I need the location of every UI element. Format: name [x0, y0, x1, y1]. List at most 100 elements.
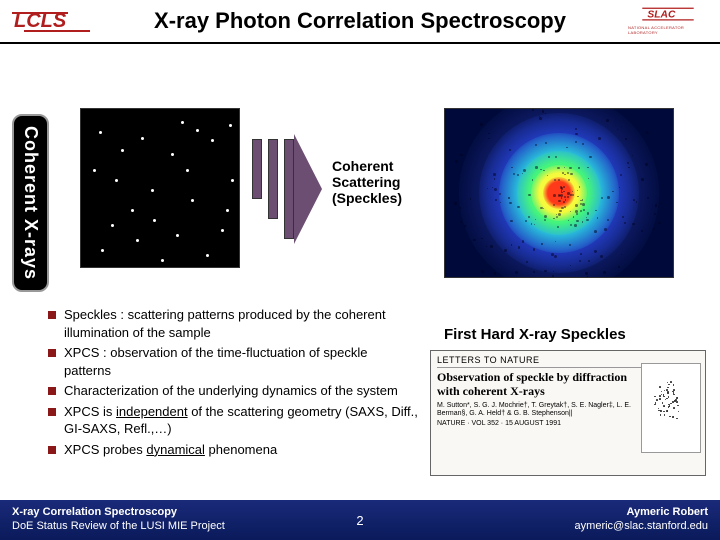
speckle-grain: [655, 204, 657, 206]
speckle-grain: [460, 221, 461, 222]
speckle-grain: [607, 196, 610, 199]
speckle-dot: [196, 129, 199, 132]
bullet-item: Speckles : scattering patterns produced …: [48, 306, 418, 341]
speckle-grain: [554, 255, 557, 258]
inset-point: [666, 398, 668, 400]
speckle-grain: [616, 202, 617, 203]
inset-point: [675, 399, 677, 401]
bullet-item: XPCS : observation of the time-fluctuati…: [48, 344, 418, 379]
speckle-grain: [553, 271, 554, 272]
speckle-grain: [490, 245, 493, 248]
arrow-bar: [268, 139, 278, 219]
inset-point: [676, 401, 678, 403]
speckle-sample-box: [80, 108, 240, 268]
inset-point: [676, 418, 678, 420]
nature-inset-graph: [641, 363, 701, 453]
speckle-grain: [622, 216, 624, 218]
first-hard-xray-title: First Hard X-ray Speckles: [444, 326, 626, 343]
speckle-grain: [493, 173, 495, 175]
speckle-grain: [481, 270, 484, 273]
speckle-dot: [191, 199, 194, 202]
speckle-grain: [633, 199, 635, 201]
footer-left-line1: X-ray Correlation Spectroscopy: [12, 506, 340, 520]
nature-article-title: Observation of speckle by diffraction wi…: [437, 371, 635, 399]
arrow-head-icon: [294, 134, 322, 244]
speckle-dot: [141, 137, 144, 140]
speckle-grain: [646, 131, 649, 134]
speckle-grain: [518, 246, 520, 248]
vertical-label-coherent: Coherent X-rays: [12, 114, 49, 292]
speckle-grain: [544, 215, 547, 218]
footer-page-number: 2: [340, 513, 380, 528]
speckle-pattern-image: [444, 108, 674, 278]
speckle-grain: [618, 266, 619, 267]
speckle-grain: [586, 217, 587, 218]
bullet-item: XPCS is independent of the scattering ge…: [48, 403, 418, 438]
header-bar: LCLS X-ray Photon Correlation Spectrosco…: [0, 0, 720, 44]
speckle-dot: [186, 169, 189, 172]
speckle-grain: [480, 123, 483, 126]
speckle-grain: [517, 174, 519, 176]
inset-point: [664, 414, 666, 416]
speckle-grain: [574, 224, 576, 226]
speckle-grain: [620, 174, 622, 176]
inset-point: [672, 401, 674, 403]
speckle-grain: [560, 186, 562, 188]
inset-point: [668, 396, 670, 398]
speckle-grain: [600, 255, 603, 258]
speckle-grain: [564, 167, 565, 168]
speckle-grain: [495, 199, 497, 201]
inset-point: [654, 396, 656, 398]
speckle-grain: [594, 250, 596, 252]
speckle-grain: [632, 223, 634, 225]
footer-right: Aymeric Robert aymeric@slac.stanford.edu: [380, 506, 708, 534]
speckle-grain: [636, 201, 637, 202]
speckle-grain: [641, 230, 643, 232]
footer-right-line2: aymeric@slac.stanford.edu: [380, 520, 708, 534]
speckle-grain: [525, 220, 527, 222]
inset-point: [673, 394, 675, 396]
slac-text: SLAC: [647, 9, 676, 20]
footer-right-line1: Aymeric Robert: [380, 506, 708, 520]
page-title: X-ray Photon Correlation Spectroscopy: [92, 8, 628, 34]
speckle-grain: [588, 260, 590, 262]
speckle-grain: [575, 133, 578, 136]
inset-point: [664, 390, 666, 392]
inset-point: [665, 399, 667, 401]
speckle-dot: [99, 131, 102, 134]
speckle-grain: [558, 213, 561, 216]
speckle-grain: [460, 154, 462, 156]
speckle-grain: [619, 187, 620, 188]
speckle-grain: [607, 219, 609, 221]
speckle-grain: [641, 178, 644, 181]
speckle-grain: [582, 199, 584, 201]
inset-point: [660, 410, 662, 412]
arrow-graphic: [252, 134, 324, 244]
speckle-grain: [617, 129, 618, 130]
speckle-grain: [575, 204, 578, 207]
speckle-grain: [567, 192, 570, 195]
speckle-grain: [560, 194, 563, 197]
footer-bar: X-ray Correlation Spectroscopy DoE Statu…: [0, 500, 720, 540]
speckle-dot: [229, 124, 232, 127]
inset-point: [659, 395, 661, 397]
speckle-grain: [588, 178, 589, 179]
speckle-grain: [481, 238, 483, 240]
speckle-grain: [513, 173, 515, 175]
speckle-dot: [131, 209, 134, 212]
bullet-item: Characterization of the underlying dynam…: [48, 382, 418, 400]
speckle-grain: [627, 162, 629, 164]
bullet-list: Speckles : scattering patterns produced …: [48, 306, 418, 461]
speckle-grain: [504, 249, 507, 252]
speckle-grain: [585, 272, 587, 274]
speckle-dot: [136, 239, 139, 242]
speckle-grain: [575, 128, 577, 130]
speckle-grain: [645, 163, 647, 165]
speckle-grain: [578, 167, 579, 168]
inset-point: [662, 402, 664, 404]
speckle-grain: [575, 210, 578, 213]
inset-point: [663, 396, 665, 398]
speckle-grain: [541, 243, 542, 244]
inset-point: [670, 381, 672, 383]
speckle-grain: [604, 228, 607, 231]
